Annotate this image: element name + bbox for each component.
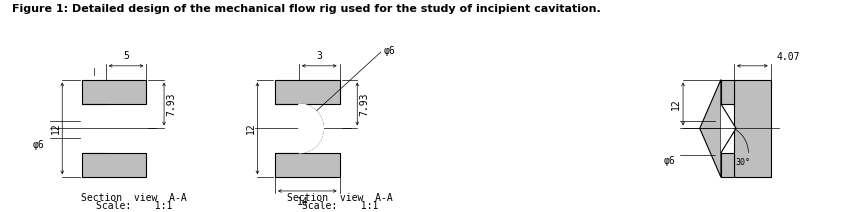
Text: 7.93: 7.93	[165, 92, 176, 116]
Text: 3: 3	[316, 51, 322, 61]
Text: φ6: φ6	[33, 140, 45, 150]
Text: φ6: φ6	[663, 156, 675, 166]
Text: 30°: 30°	[734, 158, 750, 167]
Text: 12: 12	[50, 123, 60, 134]
Polygon shape	[82, 80, 146, 104]
Polygon shape	[299, 104, 323, 153]
Polygon shape	[275, 80, 339, 104]
Text: 5: 5	[123, 51, 129, 61]
Polygon shape	[82, 153, 146, 177]
Text: φ6: φ6	[383, 46, 395, 56]
Polygon shape	[720, 80, 734, 104]
Text: Section  view  A-A: Section view A-A	[81, 193, 187, 203]
Polygon shape	[720, 153, 734, 177]
Text: Scale:    1:1: Scale: 1:1	[301, 201, 377, 211]
Text: Figure 1: Detailed design of the mechanical flow rig used for the study of incip: Figure 1: Detailed design of the mechani…	[12, 4, 600, 14]
Polygon shape	[720, 104, 735, 153]
Text: Scale:    1:1: Scale: 1:1	[96, 201, 172, 211]
Polygon shape	[275, 153, 339, 177]
Polygon shape	[734, 80, 770, 177]
Text: 4.07: 4.07	[776, 52, 799, 62]
Text: 7.93: 7.93	[359, 92, 369, 116]
Polygon shape	[699, 80, 720, 177]
Text: 14: 14	[296, 197, 308, 207]
Text: Section  view  A-A: Section view A-A	[287, 193, 393, 203]
Text: 12: 12	[245, 123, 255, 134]
Text: 12: 12	[671, 98, 680, 110]
